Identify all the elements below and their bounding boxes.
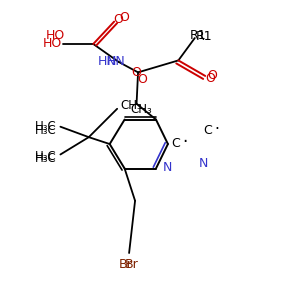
Text: Br: Br: [119, 258, 133, 271]
Text: HN: HN: [97, 56, 116, 68]
Text: HO: HO: [43, 38, 62, 50]
Text: HN: HN: [107, 56, 126, 68]
Text: N: N: [199, 157, 208, 170]
Text: O: O: [120, 11, 130, 24]
Text: ·: ·: [214, 122, 219, 137]
Text: C: C: [172, 137, 180, 150]
Text: O: O: [138, 73, 148, 86]
Text: H₃C: H₃C: [35, 152, 57, 166]
Text: H₃C: H₃C: [35, 124, 57, 137]
Text: H₃C: H₃C: [35, 150, 57, 163]
Text: N: N: [162, 161, 172, 174]
Text: C: C: [204, 124, 212, 137]
Text: O: O: [113, 13, 123, 26]
Text: R1: R1: [195, 30, 212, 43]
Text: O: O: [205, 72, 215, 85]
Text: H₃C: H₃C: [35, 120, 57, 133]
Text: CH₃: CH₃: [130, 103, 152, 116]
Text: R1: R1: [190, 29, 206, 42]
Text: ·: ·: [182, 133, 188, 151]
Text: O: O: [131, 67, 141, 80]
Text: O: O: [207, 69, 217, 82]
Text: CH₃: CH₃: [120, 99, 142, 112]
Text: Br: Br: [125, 259, 139, 272]
Text: HO: HO: [46, 28, 65, 41]
